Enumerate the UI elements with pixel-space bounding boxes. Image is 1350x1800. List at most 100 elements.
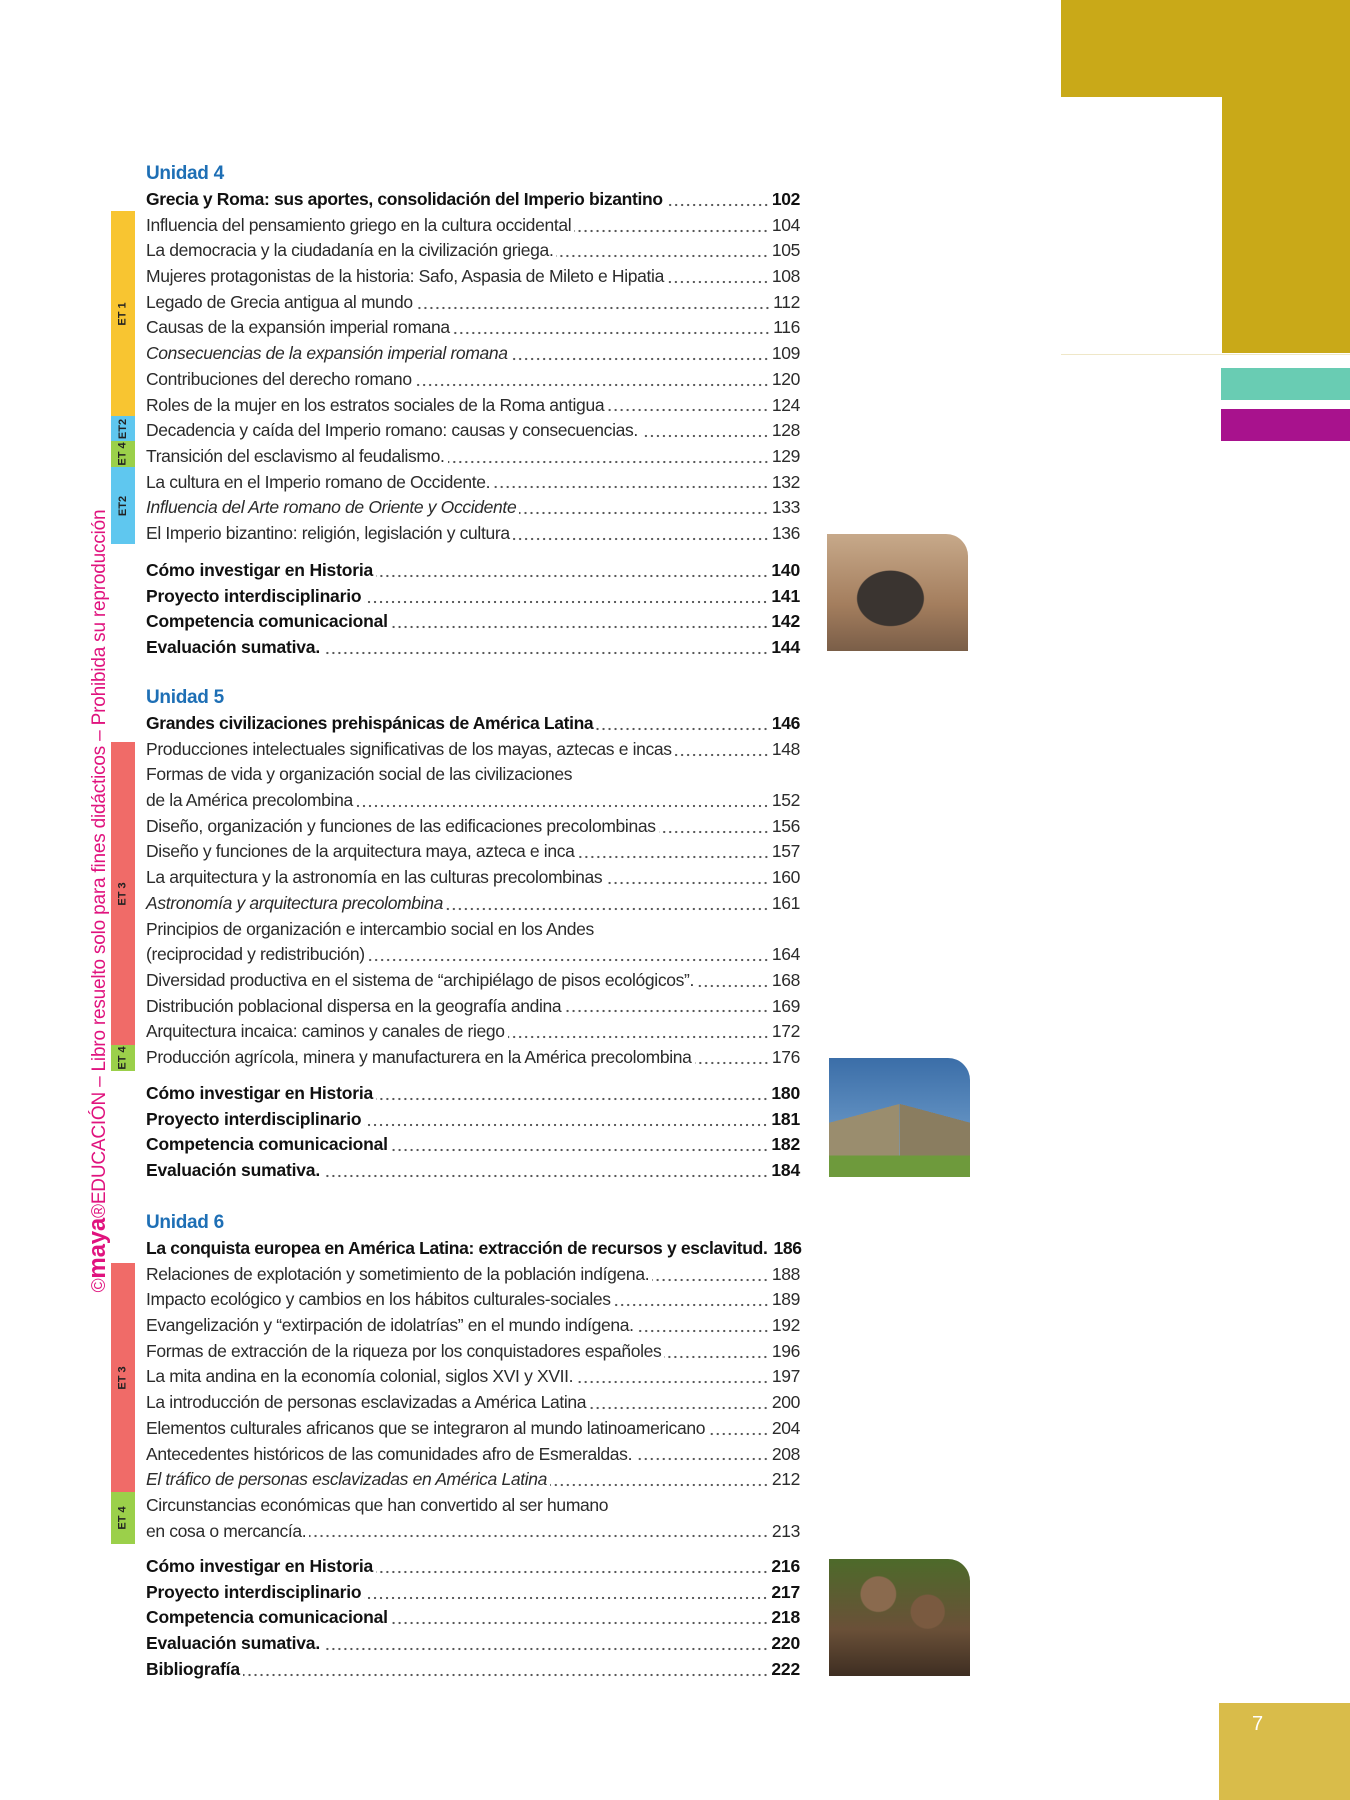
toc-entry[interactable]: Proyecto interdisciplinario 217 (146, 1580, 800, 1606)
page-ref: 169 (771, 995, 801, 1016)
toc-entry[interactable]: Evaluación sumativa. 220 (146, 1631, 800, 1657)
toc-entry[interactable]: Cómo investigar en Historia 140 (146, 558, 800, 584)
unit-5-section: Unidad 5 Grandes civilizaciones prehispán… (146, 685, 800, 1071)
entry-title: Decadencia y caída del Imperio romano: c… (146, 420, 638, 441)
toc-entry[interactable]: Diseño, organización y funciones de las … (146, 814, 800, 840)
toc-entry[interactable]: Relaciones de explotación y sometimiento… (146, 1262, 800, 1288)
toc-entry[interactable]: Transición del esclavismo al feudalismo.… (146, 444, 800, 470)
toc-entry[interactable]: Influencia del pensamiento griego en la … (146, 213, 800, 239)
toc-entry[interactable]: Circunstancias económicas que han conver… (146, 1493, 800, 1519)
entry-title: Consecuencias de la expansión imperial r… (146, 343, 508, 364)
toc-entry[interactable]: Decadencia y caída del Imperio romano: c… (146, 418, 800, 444)
magenta-stripe (1221, 409, 1350, 441)
toc-entry[interactable]: Astronomía y arquitectura precolombina 16… (146, 891, 800, 917)
entry-title: Cómo investigar en Historia (146, 560, 374, 580)
dot-leader (323, 1172, 769, 1179)
dot-leader (658, 828, 769, 835)
entry-title: Cómo investigar en Historia (146, 1556, 374, 1576)
toc-entry[interactable]: Distribución poblacional dispersa en la … (146, 994, 800, 1020)
toc-entry[interactable]: Proyecto interdisciplinario 141 (146, 584, 800, 610)
toc-entry[interactable]: Competencia comunicacional 142 (146, 609, 800, 635)
entry-title: Circunstancias económicas que han conver… (146, 1494, 609, 1515)
toc-entry[interactable]: La mita andina en la economía colonial, … (146, 1364, 800, 1390)
page-ref: 128 (771, 420, 801, 441)
page-ref: 157 (771, 841, 801, 862)
entry-title: La mita andina en la economía colonial, … (146, 1366, 574, 1387)
toc-entry[interactable]: Formas de extracción de la riqueza por l… (146, 1339, 800, 1365)
toc-entry[interactable]: Bibliografía 222 (146, 1657, 800, 1683)
toc-entry[interactable]: Cómo investigar en Historia 216 (146, 1554, 800, 1580)
toc-entry[interactable]: Evangelización y “extirpación de idolatr… (146, 1313, 800, 1339)
toc-entry[interactable]: La introducción de personas esclavizadas… (146, 1390, 800, 1416)
entry-title: Formas de extracción de la riqueza por l… (146, 1340, 662, 1361)
entry-title: Astronomía y arquitectura precolombina (146, 892, 443, 913)
toc-entry[interactable]: Diseño y funciones de la arquitectura ma… (146, 839, 800, 865)
dot-leader (556, 253, 769, 260)
toc-entry[interactable]: Consecuencias de la expansión imperial r… (146, 341, 800, 367)
toc-entry[interactable]: Competencia comunicacional 182 (146, 1132, 800, 1158)
dot-leader (577, 854, 769, 861)
toc-entry[interactable]: Evaluación sumativa. 144 (146, 635, 800, 661)
toc-entry[interactable]: Roles de la mujer en los estratos social… (146, 393, 800, 419)
toc-entry[interactable]: La democracia y la ciudadanía en la civi… (146, 238, 800, 264)
entry-title: Arquitectura incaica: caminos y canales … (146, 1021, 505, 1042)
toc-entry[interactable]: Influencia del Arte romano de Oriente y … (146, 495, 800, 521)
toc-entry[interactable]: Contribuciones del derecho romano 120 (146, 367, 800, 393)
dot-leader (613, 1302, 769, 1309)
entry-title: Elementos culturales africanos que se in… (146, 1417, 706, 1438)
toc-entry[interactable]: Arquitectura incaica: caminos y canales … (146, 1019, 800, 1045)
dot-leader (446, 905, 769, 912)
page-ref: 161 (771, 892, 801, 913)
dot-leader (636, 1327, 769, 1334)
toc-entry[interactable]: Proyecto interdisciplinario 181 (146, 1107, 800, 1133)
toc-entry[interactable]: (reciprocidad y redistribución) 164 (146, 942, 800, 968)
toc-entry[interactable]: La conquista europea en América Latina: … (146, 1236, 802, 1262)
toc-entry[interactable]: Antecedentes históricos de las comunidad… (146, 1442, 800, 1468)
entry-title: El tráfico de personas esclavizadas en A… (146, 1469, 548, 1490)
toc-entry[interactable]: en cosa o mercancía. 213 (146, 1519, 800, 1545)
dot-leader (415, 304, 771, 311)
toc-entry[interactable]: Mujeres protagonistas de la historia: Sa… (146, 264, 800, 290)
toc-entry[interactable]: Legado de Grecia antigua al mundo 112 (146, 290, 800, 316)
dot-leader (309, 1533, 769, 1540)
entry-title: Cómo investigar en Historia (146, 1083, 374, 1103)
entry-title: en cosa o mercancía. (146, 1520, 307, 1541)
entry-title: Proyecto interdisciplinario (146, 1581, 362, 1602)
toc-entry[interactable]: La cultura en el Imperio romano de Occid… (146, 470, 800, 496)
toc-entry[interactable]: Grandes civilizaciones prehispánicas de … (146, 711, 800, 737)
entry-title: de la América precolombina (146, 790, 353, 811)
toc-entry[interactable]: La arquitectura y la astronomía en las c… (146, 865, 800, 891)
dot-leader (666, 278, 769, 285)
entry-title: Transición del esclavismo al feudalismo. (146, 445, 445, 466)
dot-leader (664, 1353, 769, 1360)
toc-entry[interactable]: El tráfico de personas esclavizadas en A… (146, 1467, 800, 1493)
page-ref: 189 (771, 1289, 801, 1310)
entry-title: Legado de Grecia antigua al mundo (146, 291, 413, 312)
dot-leader (607, 407, 769, 414)
page-ref: 140 (771, 560, 800, 580)
toc-entry[interactable]: de la América precolombina 152 (146, 788, 800, 814)
toc-entry[interactable]: Impacto ecológico y cambios en los hábit… (146, 1287, 800, 1313)
toc-entry[interactable]: Formas de vida y organización social de … (146, 762, 800, 788)
toc-entry[interactable]: Producciones intelectuales significativa… (146, 737, 800, 763)
page-ref: 164 (771, 944, 801, 965)
toc-entry[interactable]: Cómo investigar en Historia 180 (146, 1081, 800, 1107)
page-ref: 133 (771, 497, 801, 518)
toc-entry[interactable]: Elementos culturales africanos que se in… (146, 1416, 800, 1442)
toc-entry[interactable]: Evaluación sumativa. 184 (146, 1158, 800, 1184)
entry-title: Grecia y Roma: sus aportes, consolidació… (146, 189, 663, 209)
toc-entry[interactable]: Principios de organización e intercambio… (146, 917, 800, 943)
dot-leader (574, 227, 769, 234)
toc-entry[interactable]: Grecia y Roma: sus aportes, consolidació… (146, 187, 800, 213)
page-ref: 156 (771, 815, 801, 836)
tag-et2: ET2 (111, 416, 135, 441)
page-ref: 124 (771, 394, 801, 415)
toc-entry[interactable]: Producción agrícola, minera y manufactur… (146, 1045, 800, 1071)
toc-entry[interactable]: Causas de la expansión imperial romana 11… (146, 315, 800, 341)
toc-entry[interactable]: Diversidad productiva en el sistema de “… (146, 968, 800, 994)
toc-entry[interactable]: Competencia comunicacional 218 (146, 1605, 800, 1631)
toc-entry[interactable]: El Imperio bizantino: religión, legislac… (146, 521, 800, 547)
dot-leader (493, 484, 769, 491)
dot-leader (652, 1276, 769, 1283)
page-ref: 222 (771, 1658, 800, 1679)
